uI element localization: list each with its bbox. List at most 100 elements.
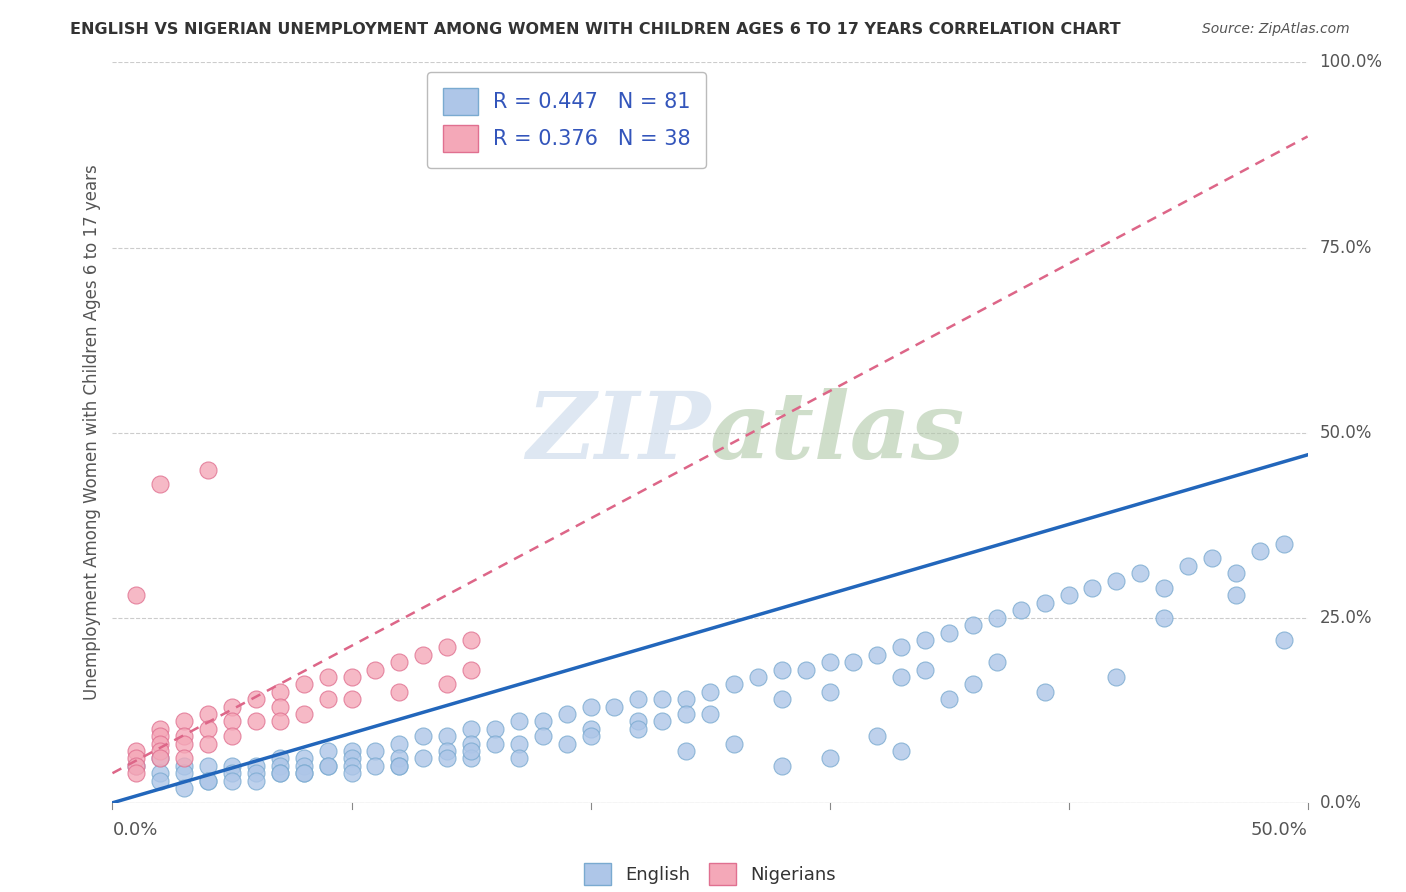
Point — [149, 737, 172, 751]
Point — [866, 729, 889, 743]
Point — [364, 744, 387, 758]
Point — [269, 758, 291, 772]
Point — [1033, 685, 1056, 699]
Point — [460, 632, 482, 647]
Point — [723, 737, 745, 751]
Point — [388, 751, 411, 765]
Point — [555, 706, 578, 721]
Point — [292, 766, 315, 780]
Point — [316, 692, 339, 706]
Point — [818, 655, 841, 669]
Point — [364, 758, 387, 772]
Point — [818, 685, 841, 699]
Point — [125, 751, 148, 765]
Point — [173, 758, 195, 772]
Text: Source: ZipAtlas.com: Source: ZipAtlas.com — [1202, 22, 1350, 37]
Point — [197, 758, 219, 772]
Point — [914, 663, 936, 677]
Point — [986, 655, 1008, 669]
Point — [460, 722, 482, 736]
Point — [1033, 596, 1056, 610]
Point — [962, 677, 984, 691]
Point — [340, 692, 363, 706]
Point — [221, 699, 243, 714]
Point — [221, 714, 243, 729]
Point — [1105, 670, 1128, 684]
Point — [245, 758, 267, 772]
Point — [388, 758, 411, 772]
Point — [460, 751, 482, 765]
Point — [914, 632, 936, 647]
Point — [579, 729, 602, 743]
Text: 0.0%: 0.0% — [1320, 794, 1361, 812]
Point — [412, 729, 434, 743]
Point — [316, 758, 339, 772]
Point — [1225, 566, 1247, 581]
Point — [149, 773, 172, 788]
Point — [292, 766, 315, 780]
Point — [675, 692, 697, 706]
Point — [531, 729, 554, 743]
Text: 0.0%: 0.0% — [112, 822, 157, 839]
Point — [340, 670, 363, 684]
Point — [1010, 603, 1032, 617]
Point — [1057, 589, 1080, 603]
Point — [149, 744, 172, 758]
Point — [579, 699, 602, 714]
Point — [1081, 581, 1104, 595]
Point — [770, 692, 793, 706]
Point — [388, 758, 411, 772]
Point — [675, 744, 697, 758]
Point — [269, 751, 291, 765]
Point — [269, 766, 291, 780]
Point — [245, 766, 267, 780]
Point — [890, 670, 912, 684]
Text: 50.0%: 50.0% — [1320, 424, 1372, 442]
Point — [699, 685, 721, 699]
Point — [125, 744, 148, 758]
Point — [484, 737, 506, 751]
Point — [627, 722, 650, 736]
Point — [890, 744, 912, 758]
Point — [460, 744, 482, 758]
Text: 25.0%: 25.0% — [1320, 608, 1372, 627]
Point — [269, 714, 291, 729]
Text: ZIP: ZIP — [526, 388, 710, 477]
Point — [986, 610, 1008, 624]
Point — [269, 699, 291, 714]
Point — [1201, 551, 1223, 566]
Point — [627, 692, 650, 706]
Point — [316, 744, 339, 758]
Point — [316, 758, 339, 772]
Point — [245, 773, 267, 788]
Point — [436, 729, 458, 743]
Point — [770, 758, 793, 772]
Point — [197, 737, 219, 751]
Point — [1177, 558, 1199, 573]
Point — [1129, 566, 1152, 581]
Point — [388, 655, 411, 669]
Point — [627, 714, 650, 729]
Point — [1249, 544, 1271, 558]
Text: atlas: atlas — [710, 388, 966, 477]
Point — [770, 663, 793, 677]
Point — [723, 677, 745, 691]
Point — [340, 751, 363, 765]
Point — [221, 729, 243, 743]
Point — [269, 685, 291, 699]
Point — [149, 477, 172, 491]
Point — [173, 780, 195, 795]
Point — [579, 722, 602, 736]
Point — [1272, 536, 1295, 550]
Point — [508, 737, 530, 751]
Point — [699, 706, 721, 721]
Point — [125, 766, 148, 780]
Y-axis label: Unemployment Among Women with Children Ages 6 to 17 years: Unemployment Among Women with Children A… — [83, 165, 101, 700]
Point — [173, 737, 195, 751]
Point — [412, 751, 434, 765]
Point — [531, 714, 554, 729]
Point — [125, 589, 148, 603]
Point — [149, 766, 172, 780]
Point — [938, 625, 960, 640]
Point — [1153, 610, 1175, 624]
